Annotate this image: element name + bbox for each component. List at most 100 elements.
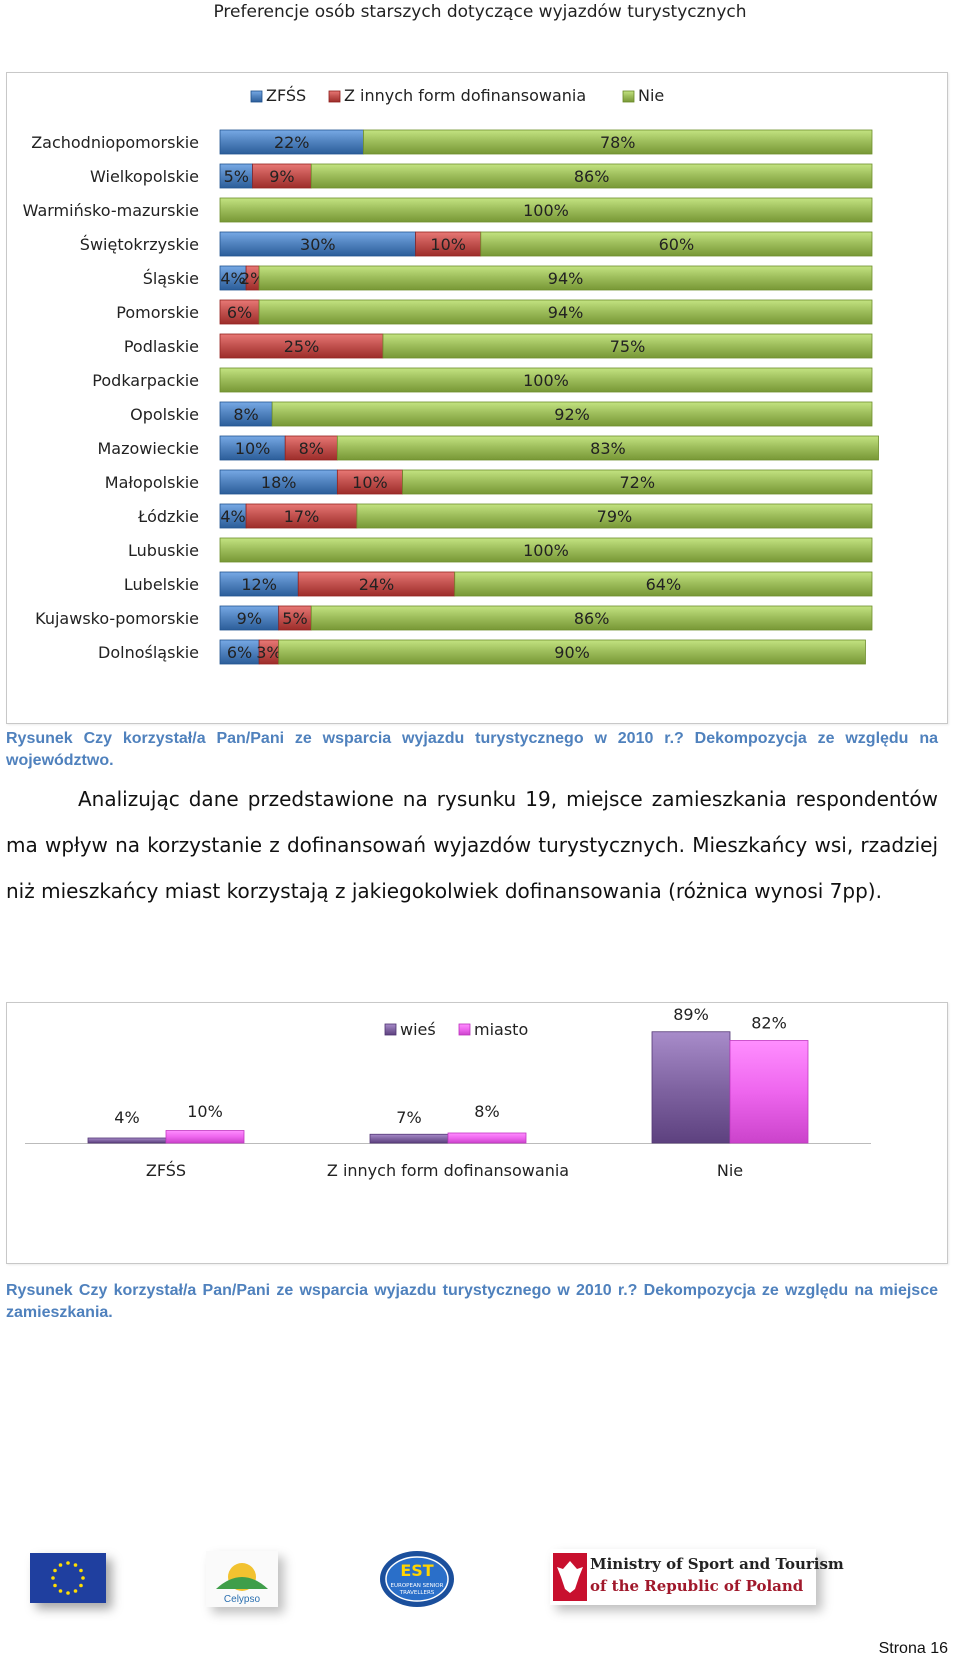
eu-star (79, 1583, 83, 1588)
ministry-line-2: of the Republic of Poland (590, 1577, 804, 1595)
bar-segment (402, 469, 873, 495)
data-label: 86% (574, 609, 610, 628)
data-label: 94% (548, 269, 584, 288)
data-label: 82% (751, 1014, 787, 1033)
ministry-name: Ministry of Sport and Tourism of the Rep… (590, 1553, 844, 1597)
data-label: 10% (187, 1102, 223, 1121)
bar (369, 1133, 449, 1144)
est-sub2: TRAVELLERS (399, 1590, 435, 1596)
data-label: 75% (610, 337, 646, 356)
footer-logos: Celypso EST EUROPEAN SENIOR TRAVELLERS M… (0, 1545, 960, 1635)
bar-segment (258, 265, 873, 291)
data-label: 89% (673, 1005, 709, 1024)
bar-segment (219, 469, 338, 495)
y-tick-label: Podkarpackie (92, 371, 199, 390)
data-label: 86% (574, 167, 610, 186)
bar-segment (415, 231, 482, 257)
ministry-line-1: Ministry of Sport and Tourism (590, 1555, 844, 1573)
bar-segment (219, 639, 260, 665)
bar (651, 1031, 731, 1144)
bar-segment (278, 639, 866, 665)
x-tick-label: ZFŚS (146, 1161, 186, 1180)
legend-label-1: miasto (474, 1020, 528, 1039)
bar-segment (297, 571, 456, 597)
y-tick-label: Pomorskie (116, 303, 199, 322)
est-sub1: EUROPEAN SENIOR (391, 1583, 444, 1589)
eu-star (53, 1583, 57, 1588)
eu-star (73, 1589, 78, 1593)
bar-segment (219, 537, 873, 563)
chart-residence: wieś miasto ZFŚS 4% 10% Z innych form dofinan… (6, 1002, 948, 1264)
y-tick-label: Opolskie (130, 405, 199, 424)
data-label: 10% (430, 235, 466, 254)
data-label: 9% (269, 167, 294, 186)
y-tick-label: Lubelskie (124, 575, 199, 594)
data-label: 10% (235, 439, 271, 458)
data-label: 60% (659, 235, 695, 254)
data-label: 5% (224, 167, 249, 186)
data-label: 64% (646, 575, 682, 594)
bar-segment (219, 503, 247, 529)
bar-segment (336, 435, 879, 461)
bar-segment (258, 299, 873, 325)
bar-segment (219, 333, 384, 359)
data-label: 8% (474, 1102, 499, 1121)
data-label: 9% (237, 609, 262, 628)
eu-star (66, 1561, 70, 1565)
y-tick-label: Świętokrzyskie (80, 235, 199, 254)
y-tick-label: Łódzkie (137, 507, 199, 526)
celypso-sun-icon (216, 1563, 268, 1591)
bar-segment (284, 435, 338, 461)
data-label: 79% (597, 507, 633, 526)
y-tick-label: Kujawsko-pomorskie (35, 609, 199, 628)
data-label: 25% (284, 337, 320, 356)
data-label: 8% (299, 439, 324, 458)
body-paragraph: Analizując dane przedstawione na rysunku… (6, 787, 938, 903)
bar-segment (219, 197, 873, 223)
ministry-logo: Ministry of Sport and Tourism of the Rep… (550, 1549, 844, 1605)
bar-segment (219, 231, 417, 257)
data-label: 83% (590, 439, 626, 458)
legend-label-2: Nie (638, 86, 664, 105)
data-label: 72% (619, 473, 655, 492)
bar-segment (382, 333, 873, 359)
bar-segment (271, 401, 873, 427)
bar (165, 1130, 245, 1144)
data-label: 100% (523, 541, 569, 560)
page-header: Preferencje osób starszych dotyczące wyj… (0, 0, 960, 24)
data-label: 3% (256, 643, 281, 662)
bar-segment (219, 163, 253, 189)
y-tick-label: Dolnośląskie (98, 643, 199, 662)
x-tick-label: Z innych form dofinansowania (327, 1161, 569, 1180)
est-label: EST (400, 1561, 433, 1580)
y-tick-label: Małopolskie (105, 473, 199, 492)
est-badge-icon: EST EUROPEAN SENIOR TRAVELLERS (380, 1551, 454, 1607)
figure-caption-2: Rysunek Czy korzystał/a Pan/Pani ze wspa… (6, 1282, 938, 1321)
celypso-label: Celypso (223, 1594, 261, 1605)
data-label: 4% (220, 507, 245, 526)
header-title: Preferencje osób starszych dotyczące wyj… (213, 2, 747, 22)
bar (447, 1132, 527, 1144)
chart-residence-svg: wieś miasto ZFŚS 4% 10% Z innych form dofinan… (25, 1005, 871, 1180)
page-number: Strona 16 (878, 1640, 948, 1657)
bar-segment (219, 129, 364, 155)
legend-swatch-0 (250, 90, 263, 103)
data-label: 92% (554, 405, 590, 424)
y-tick-label: Lubuskie (128, 541, 199, 560)
bar-segment (310, 605, 873, 631)
eu-stars-icon (30, 1553, 106, 1603)
y-tick-label: Zachodniopomorskie (31, 133, 199, 152)
bar-segment (219, 265, 247, 291)
bar (729, 1040, 809, 1144)
bar-segment (480, 231, 873, 257)
data-label: 10% (352, 473, 388, 492)
y-tick-label: Wielkopolskie (90, 167, 199, 186)
chart-voivodeship-svg: ZFŚS Z innych form dofinansowania Nie Zacho… (23, 86, 879, 665)
bar-segment (245, 503, 358, 529)
bar-segment (219, 605, 280, 631)
data-label: 100% (523, 201, 569, 220)
y-tick-label: Mazowieckie (97, 439, 199, 458)
bar-segment (219, 571, 299, 597)
polish-eagle-icon (553, 1553, 587, 1601)
legend-label-0: ZFŚS (266, 86, 306, 105)
